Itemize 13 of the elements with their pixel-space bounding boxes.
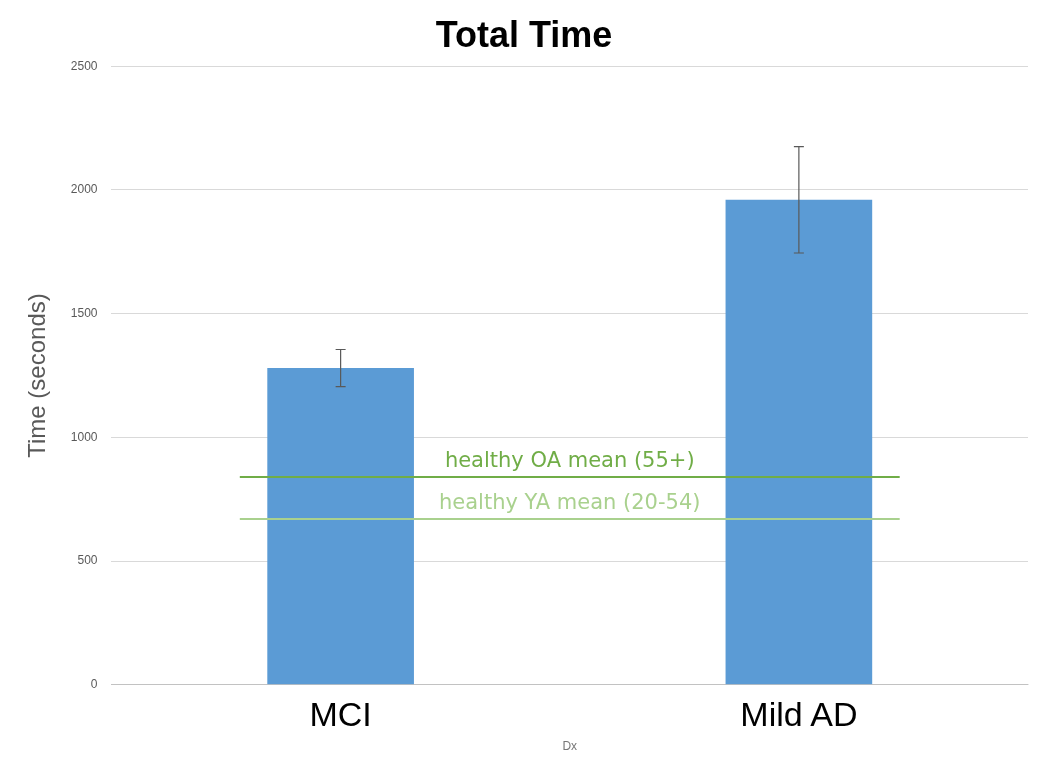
y-tick-label: 1000 [70, 429, 98, 444]
y-axis-title: Time (seconds) [23, 293, 51, 458]
ref-line-label: healthy OA mean (55+) [444, 447, 695, 472]
y-tick-label: 1500 [70, 305, 98, 320]
x-axis-title: Dx [562, 739, 578, 754]
x-tick-label: Mild AD [740, 694, 858, 733]
chart-title: Total Time [435, 13, 613, 55]
x-tick-label: MCI [309, 694, 372, 733]
y-tick-label: 0 [90, 677, 98, 692]
y-tick-label: 500 [77, 553, 98, 568]
y-tick-label: 2500 [70, 58, 98, 73]
y-tick-label: 2000 [70, 182, 98, 197]
ref-line-label: healthy YA mean (20-54) [439, 489, 701, 514]
